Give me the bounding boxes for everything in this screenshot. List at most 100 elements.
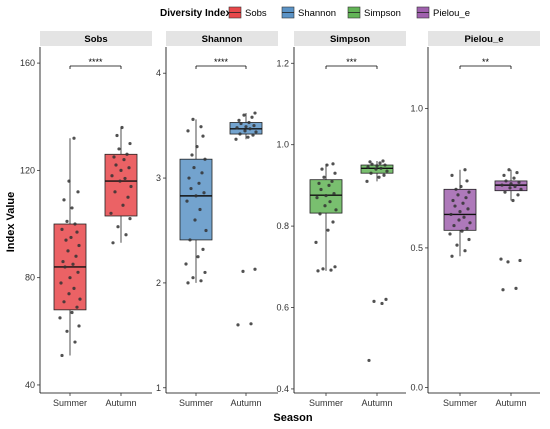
x-tick-label: Autumn	[495, 398, 526, 408]
data-point	[450, 173, 454, 177]
data-point	[191, 276, 195, 280]
data-point	[253, 267, 257, 271]
data-point	[324, 193, 328, 198]
data-point	[450, 254, 454, 258]
data-point	[196, 255, 200, 259]
y-tick-label: 0.8	[276, 221, 289, 231]
data-point	[114, 163, 118, 167]
panel-title: Sobs	[84, 34, 107, 45]
data-point	[499, 257, 503, 261]
data-point	[113, 190, 117, 194]
data-point	[251, 133, 255, 137]
data-point	[463, 168, 467, 172]
data-point	[316, 269, 320, 273]
data-point	[317, 181, 321, 185]
data-point	[199, 125, 203, 129]
significance-label: **	[482, 57, 490, 67]
data-point	[115, 133, 119, 138]
data-point	[75, 305, 79, 309]
data-point	[462, 215, 466, 219]
data-point	[72, 286, 76, 290]
y-tick-label: 2	[156, 278, 161, 288]
y-tick-label: 1	[156, 383, 161, 393]
panel-strip	[40, 31, 152, 46]
data-point	[111, 241, 115, 245]
data-point	[242, 113, 246, 117]
data-point	[110, 174, 114, 178]
x-tick-label: Summer	[309, 398, 343, 408]
data-point	[195, 145, 199, 149]
y-tick-label: 0.0	[410, 382, 423, 392]
data-point	[201, 134, 205, 138]
data-point	[69, 235, 73, 240]
panel-simpson: Simpson 0.4 0.6 0.8 1.0 1.2 Summer Autumn ***	[276, 31, 406, 408]
panel-strip	[294, 31, 406, 46]
data-point	[203, 157, 207, 161]
data-point	[73, 222, 77, 226]
data-point	[518, 258, 522, 263]
data-point	[200, 171, 204, 175]
data-point	[117, 147, 121, 151]
legend-label-simpson: Simpson	[364, 8, 401, 19]
significance-label: ****	[214, 57, 229, 67]
data-point	[190, 153, 194, 157]
data-point	[325, 163, 329, 167]
data-point	[379, 166, 383, 170]
legend-label-sobs: Sobs	[245, 8, 267, 19]
data-point	[123, 176, 127, 181]
y-tick-label: 120	[20, 165, 35, 175]
box-summer	[53, 138, 87, 356]
data-point	[78, 297, 82, 301]
data-point	[238, 132, 242, 136]
data-point	[66, 249, 70, 253]
data-point	[372, 299, 376, 304]
data-point	[128, 217, 132, 221]
data-point	[517, 180, 521, 184]
data-point	[513, 184, 517, 189]
data-point	[124, 233, 128, 237]
panel-title: Simpson	[330, 34, 370, 45]
data-point	[77, 243, 81, 248]
data-point	[62, 300, 66, 304]
data-point	[459, 184, 463, 189]
data-point	[253, 111, 257, 115]
data-point	[59, 281, 63, 285]
data-point	[67, 292, 71, 296]
data-point	[377, 175, 381, 179]
box-autumn	[104, 127, 138, 243]
data-point	[507, 168, 511, 172]
panels: Sobs 40 80 120 160 Summer Autumn **** Shannon 1 2 3…	[20, 31, 540, 408]
data-point	[249, 322, 253, 326]
panel-sobs: Sobs 40 80 120 160 Summer Autumn ****	[20, 31, 152, 408]
data-point	[332, 191, 336, 196]
data-point	[467, 237, 471, 242]
data-point	[194, 194, 198, 198]
data-point	[460, 229, 464, 233]
data-point	[504, 179, 508, 183]
data-point	[330, 179, 334, 183]
data-point	[385, 169, 389, 173]
data-point	[454, 187, 458, 191]
data-point	[457, 218, 461, 222]
data-point	[75, 230, 79, 234]
data-point	[461, 201, 465, 205]
data-point	[322, 175, 326, 179]
data-point	[334, 208, 338, 212]
data-point	[67, 179, 71, 183]
panel-pielou_e: Pielou_e 0.0 0.5 1.0 Summer Autumn **	[410, 31, 540, 408]
data-point	[247, 120, 251, 125]
legend: Diversity Index Sobs Shannon Simpson Pielou…	[160, 6, 470, 19]
data-point	[374, 167, 378, 171]
data-point	[126, 195, 130, 199]
data-point	[333, 171, 337, 175]
data-point	[109, 211, 113, 215]
data-point	[198, 207, 202, 212]
data-point	[197, 181, 201, 185]
y-tick-label: 0.4	[276, 384, 289, 394]
x-tick-label: Summer	[179, 398, 213, 408]
data-point	[384, 297, 388, 301]
x-tick-label: Autumn	[230, 398, 261, 408]
y-tick-label: 1.0	[276, 140, 289, 150]
data-point	[456, 193, 460, 197]
data-point	[500, 183, 504, 187]
